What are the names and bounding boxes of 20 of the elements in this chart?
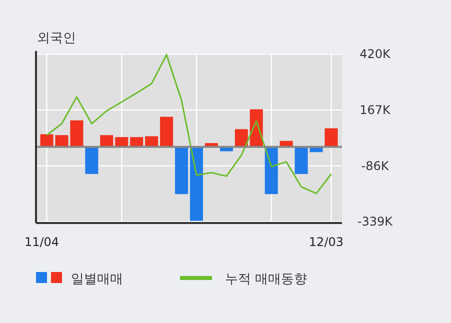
y-tick-label: -86K [361, 158, 390, 173]
bar [160, 116, 174, 147]
chart-title: 외국인 [37, 31, 76, 46]
bar [115, 137, 128, 147]
bar [264, 146, 278, 194]
legend-label: 누적 매매동향 [225, 272, 308, 287]
bar [190, 146, 203, 221]
legend-label: 일별매매 [71, 272, 123, 287]
bar [234, 129, 248, 147]
bar [100, 135, 114, 147]
bar [85, 146, 98, 174]
y-tick-label: -339K [357, 214, 394, 229]
y-tick-label: 167K [360, 102, 392, 117]
bar [145, 136, 158, 147]
y-tick-label: 420K [360, 47, 392, 62]
bar [130, 137, 144, 147]
bar [324, 128, 338, 147]
x-tick-label: 11/04 [24, 235, 60, 249]
bar [175, 146, 188, 194]
x-tick-label: 12/03 [308, 235, 344, 249]
